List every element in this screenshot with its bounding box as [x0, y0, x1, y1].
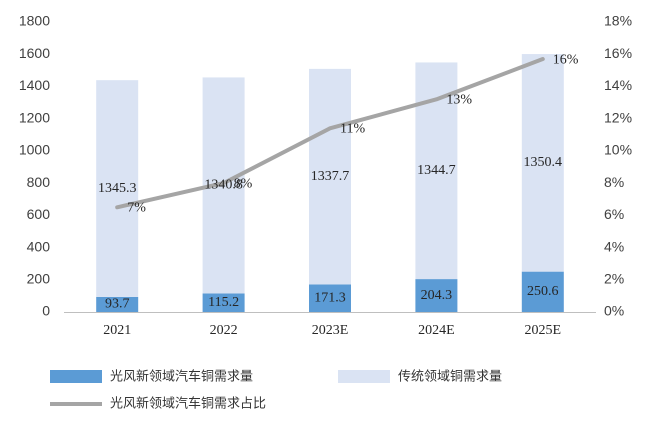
- y-left-tick-label: 1800: [19, 13, 50, 29]
- bar-traditional: [96, 80, 139, 297]
- x-tick-label: 2025E: [525, 323, 562, 338]
- x-tick-label: 2024E: [418, 323, 455, 338]
- y-right-tick-label: 16%: [604, 45, 632, 61]
- bar-new-field: [96, 296, 139, 312]
- x-tick-label: 2023E: [312, 323, 349, 338]
- data-label-traditional: 1345.3: [98, 181, 137, 196]
- y-left-tick-label: 1200: [19, 109, 50, 125]
- legend-swatch-traditional: [338, 370, 390, 383]
- line-share: [115, 57, 545, 210]
- data-label-share: 16%: [553, 52, 579, 67]
- data-label-share: 11%: [340, 122, 365, 137]
- data-label-new-field: 204.3: [421, 288, 453, 303]
- bar-traditional: [521, 54, 564, 272]
- data-label-share: 7%: [127, 200, 146, 215]
- data-label-new-field: 171.3: [314, 290, 346, 305]
- y-right-tick-label: 10%: [604, 142, 632, 158]
- data-label-new-field: 93.7: [105, 297, 130, 312]
- bar-new-field: [309, 284, 351, 312]
- y-left-tick-label: 1400: [19, 77, 50, 93]
- y-left-tick-label: 600: [27, 206, 51, 222]
- y-right-tick-label: 4%: [604, 238, 624, 254]
- y-right-axis: 0% 2% 4% 6% 8% 10% 12% 14% 16% 18%: [604, 13, 632, 319]
- y-left-axis: 0 200 400 600 800 1000 1200 1400 1600 1800: [19, 13, 50, 319]
- x-axis: 2021 2022 2023E 2024E 2025E: [103, 323, 561, 338]
- y-right-tick-label: 12%: [604, 109, 632, 125]
- y-right-tick-label: 6%: [604, 206, 624, 222]
- bar-new-field: [521, 271, 564, 312]
- y-left-tick-label: 1000: [19, 142, 50, 158]
- bar-new-field: [202, 293, 245, 312]
- y-right-tick-label: 2%: [604, 270, 624, 286]
- y-left-tick-label: 400: [27, 238, 51, 254]
- data-labels: 93.7 1345.3 115.2 1340.8 171.3 1337.7 204.3 134…: [98, 52, 579, 311]
- data-label-share: 8%: [234, 176, 253, 191]
- data-label-new-field: 250.6: [527, 284, 559, 299]
- data-label-traditional: 1350.4: [524, 155, 563, 170]
- legend-swatch-new-field: [50, 370, 102, 383]
- y-left-tick-label: 800: [27, 174, 51, 190]
- bar-traditional: [309, 68, 351, 285]
- bar-group: [96, 54, 564, 312]
- y-left-tick-label: 200: [27, 270, 51, 286]
- data-label-traditional: 1340.8: [204, 178, 243, 193]
- legend-label-traditional: 传统领域铜需求量: [398, 370, 502, 385]
- line-series: [115, 57, 545, 210]
- y-left-tick-label: 0: [42, 303, 50, 319]
- legend-label-share: 光风新领域汽车铜需求占比: [110, 396, 266, 412]
- data-label-traditional: 1337.7: [311, 169, 350, 184]
- y-right-tick-label: 8%: [604, 174, 624, 190]
- legend-label-new-field: 光风新领域汽车铜需求量: [110, 369, 253, 385]
- bar-new-field: [415, 279, 458, 312]
- x-tick-label: 2021: [103, 323, 131, 338]
- y-right-tick-label: 18%: [604, 13, 632, 29]
- y-right-tick-label: 0%: [604, 303, 624, 319]
- data-label-new-field: 115.2: [208, 295, 239, 310]
- x-tick-label: 2022: [210, 323, 238, 338]
- data-label-traditional: 1344.7: [417, 163, 456, 178]
- y-right-tick-label: 14%: [604, 77, 632, 93]
- y-left-tick-label: 1600: [19, 45, 50, 61]
- data-label-share: 13%: [446, 93, 472, 108]
